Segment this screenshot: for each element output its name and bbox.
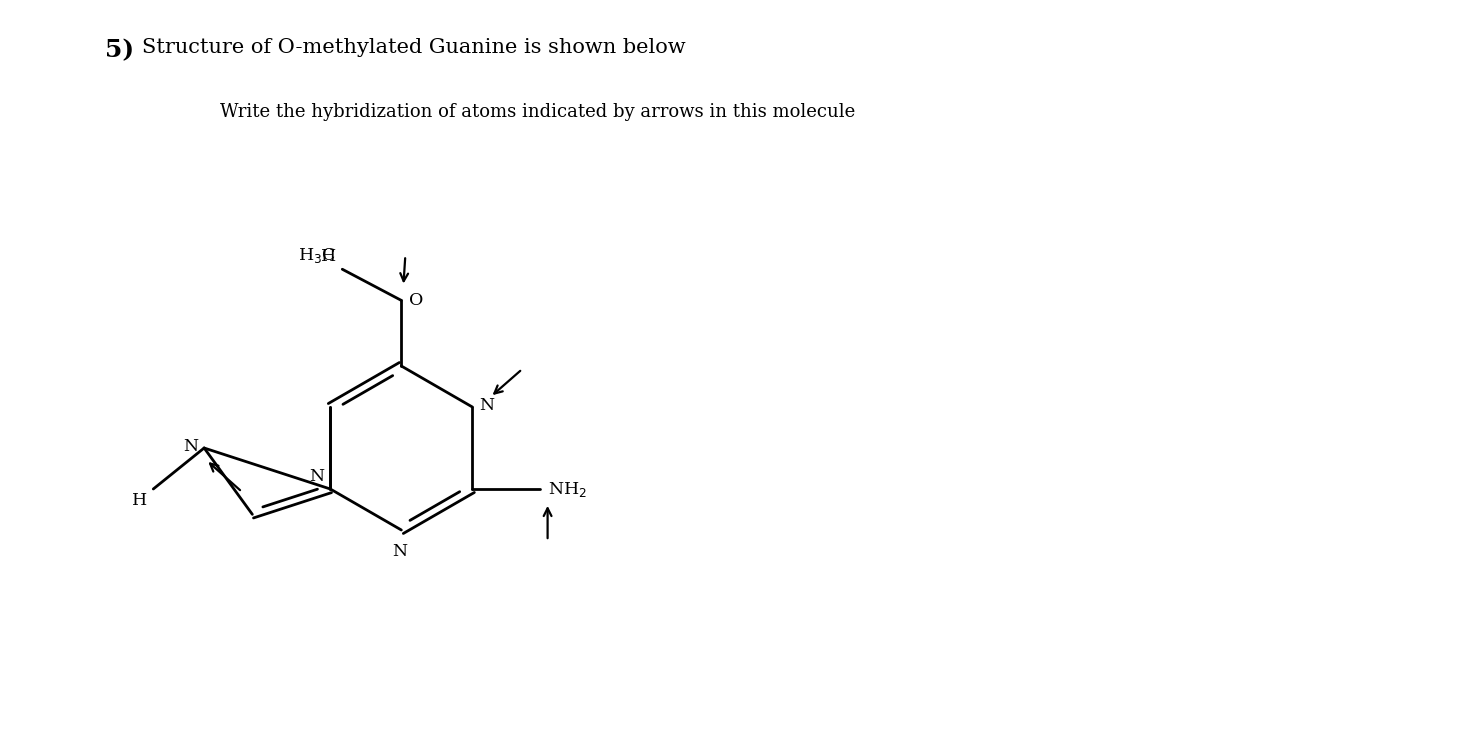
Text: H$_3$C: H$_3$C [298, 246, 337, 266]
Text: N: N [391, 543, 406, 560]
Text: N: N [480, 396, 495, 414]
Text: H: H [321, 248, 337, 266]
Text: N: N [309, 468, 325, 485]
Text: Structure of O-methylated Guanine is shown below: Structure of O-methylated Guanine is sho… [142, 38, 685, 57]
Text: N: N [183, 438, 198, 455]
Text: NH$_2$: NH$_2$ [548, 479, 586, 498]
Text: 5): 5) [105, 38, 134, 62]
Text: O: O [409, 292, 424, 309]
Text: H: H [131, 492, 148, 509]
Text: Write the hybridization of atoms indicated by arrows in this molecule: Write the hybridization of atoms indicat… [220, 103, 855, 121]
